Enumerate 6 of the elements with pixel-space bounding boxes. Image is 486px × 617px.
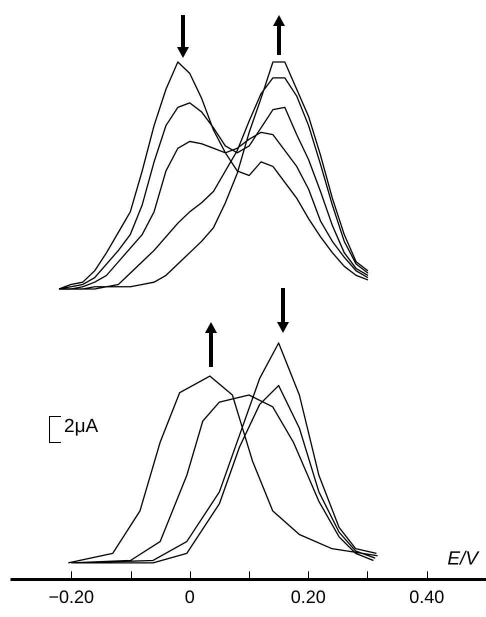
x-tick-label: −0.20 <box>48 587 94 608</box>
x-tick-label: 0 <box>184 587 195 608</box>
annotation: 2μA <box>64 416 99 438</box>
x-tick-label: 0.40 <box>409 587 444 608</box>
x-axis-title: E/V <box>447 548 480 570</box>
x-tick-label: 0.20 <box>290 587 326 608</box>
